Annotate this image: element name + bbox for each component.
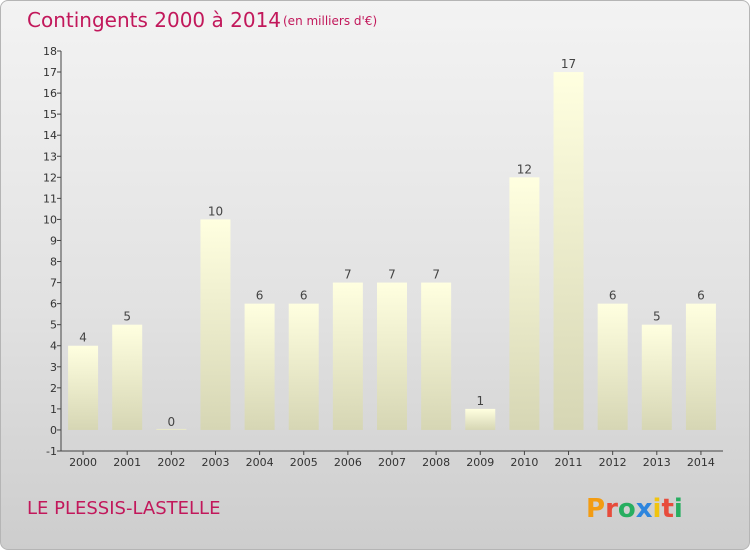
x-tick-label: 2007 <box>378 456 406 469</box>
bar <box>68 345 99 430</box>
x-tick-label: 2000 <box>69 456 97 469</box>
y-tick-label: 11 <box>43 192 57 205</box>
x-tick-label: 2006 <box>334 456 362 469</box>
x-tick-label: 2002 <box>157 456 185 469</box>
y-tick-label: 1 <box>50 403 57 416</box>
bars: 4 5 0 10 6 6 7 7 7 1 12 17 6 5 6 <box>68 57 716 430</box>
bar <box>465 408 496 430</box>
y-tick-label: 17 <box>43 66 57 79</box>
y-tick-label: 9 <box>50 234 57 247</box>
bar-value-label: 17 <box>561 57 576 71</box>
y-tick-label: 4 <box>50 340 57 353</box>
bar-value-label: 4 <box>79 331 87 345</box>
y-tick-label: 6 <box>50 298 57 311</box>
y-tick-label: 7 <box>50 277 57 290</box>
y-tick-label: 3 <box>50 361 57 374</box>
bar-value-label: 7 <box>432 268 440 282</box>
x-tick-label: 2012 <box>599 456 627 469</box>
y-tick-label: 18 <box>43 45 57 58</box>
bar-value-label: 6 <box>300 289 308 303</box>
bar <box>377 282 407 430</box>
bar <box>685 303 716 430</box>
x-tick-label: 2011 <box>555 456 583 469</box>
x-tick-label: 2004 <box>246 456 274 469</box>
bar <box>421 282 452 430</box>
y-tick-label: -1 <box>46 445 57 458</box>
bar-value-label: 7 <box>388 268 396 282</box>
x-tick-label: 2008 <box>422 456 450 469</box>
bar-value-label: 0 <box>168 415 176 429</box>
y-tick-label: 10 <box>43 213 57 226</box>
bar <box>156 428 187 430</box>
bar-value-label: 5 <box>653 310 661 324</box>
bar <box>200 219 231 430</box>
chart-subtitle: (en milliers d'€) <box>283 14 377 28</box>
bar-value-label: 7 <box>344 268 352 282</box>
x-tick-label: 2010 <box>510 456 538 469</box>
y-tick-label: 15 <box>43 108 57 121</box>
bar-value-label: 5 <box>123 310 131 324</box>
y-tick-label: 16 <box>43 87 57 100</box>
x-tick-label: 2009 <box>466 456 494 469</box>
bar-value-label: 6 <box>609 289 617 303</box>
x-axis: 2000 2001 2002 2003 2004 2005 2006 2007 2008 2009… <box>61 450 723 469</box>
bar <box>553 72 584 430</box>
bar <box>641 324 672 430</box>
bar <box>112 324 143 430</box>
logo-text: Proxiti <box>586 494 683 524</box>
bar-value-label: 1 <box>476 394 484 408</box>
y-tick-label: 8 <box>50 256 57 269</box>
x-tick-label: 2014 <box>687 456 715 469</box>
bar <box>509 177 540 430</box>
bar-value-label: 6 <box>697 289 705 303</box>
bar-value-label: 10 <box>208 204 223 218</box>
y-tick-label: 2 <box>50 382 57 395</box>
bar <box>332 282 363 430</box>
place-name: LE PLESSIS-LASTELLE <box>27 498 220 519</box>
chart-title: Contingents 2000 à 2014 <box>27 8 281 32</box>
x-tick-label: 2001 <box>113 456 141 469</box>
bar <box>597 303 628 430</box>
bar-value-label: 6 <box>256 289 264 303</box>
x-tick-label: 2003 <box>201 456 229 469</box>
y-tick-label: 0 <box>50 424 57 437</box>
y-tick-label: 5 <box>50 319 57 332</box>
bar-value-label: 12 <box>517 162 532 176</box>
bar <box>288 303 319 430</box>
proxiti-logo: Proxiti <box>586 494 683 524</box>
x-tick-label: 2013 <box>643 456 671 469</box>
x-tick-label: 2005 <box>290 456 318 469</box>
y-tick-label: 13 <box>43 150 57 163</box>
bar <box>244 303 275 430</box>
y-tick-label: 14 <box>43 129 57 142</box>
y-tick-label: 12 <box>43 171 57 184</box>
